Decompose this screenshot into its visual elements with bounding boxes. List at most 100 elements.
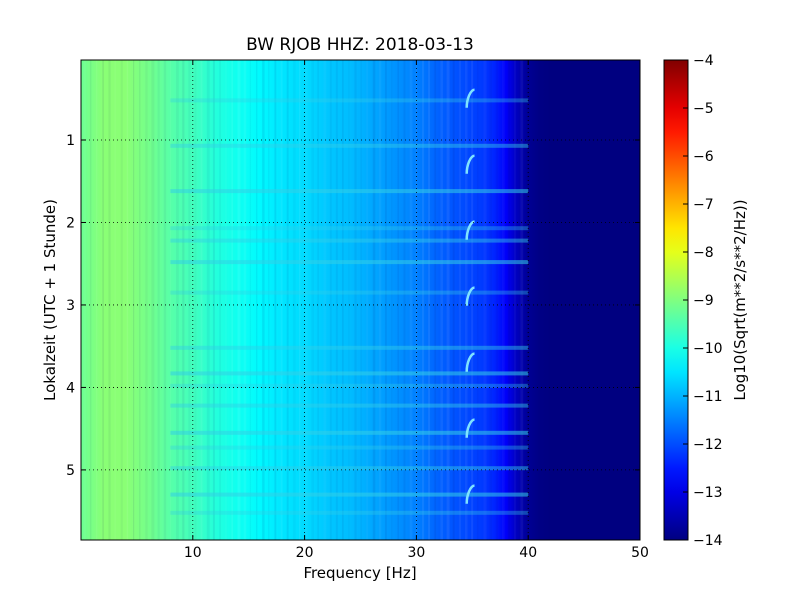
- y-tick-label: 2: [66, 215, 75, 231]
- spectral-stripe: [329, 60, 332, 540]
- noise-band: [170, 445, 529, 450]
- spectrogram-heatmap: [81, 60, 640, 540]
- spectral-stripe: [508, 60, 510, 540]
- noise-band: [170, 345, 529, 350]
- colorbar-label: Log10(Sqrt(m**2/s**2/Hz)): [731, 199, 749, 400]
- spectral-stripe: [409, 60, 413, 540]
- spectral-stripe: [317, 60, 319, 540]
- plot-frame: [80, 59, 641, 541]
- spectral-stripe: [176, 60, 179, 540]
- colorbar-tick-label: −4: [693, 53, 714, 69]
- spectral-stripe: [342, 60, 344, 540]
- x-axis-label: Frequency [Hz]: [303, 564, 416, 582]
- y-tick-label: 1: [66, 133, 75, 149]
- spectral-stripe: [121, 60, 123, 540]
- spectral-stripe: [489, 60, 492, 540]
- axis-ticks: 10 20 30 40 50 1 2 3 4 5: [66, 60, 649, 561]
- tonal-feature: [465, 352, 475, 372]
- spectral-stripe: [115, 60, 117, 540]
- spectral-stripe: [452, 60, 455, 540]
- noise-band: [170, 260, 529, 265]
- tonal-feature: [465, 484, 475, 504]
- spectral-stripes: [89, 60, 530, 540]
- spectral-stripe: [286, 60, 289, 540]
- tonal-feature: [465, 220, 475, 240]
- spectral-stripe: [422, 60, 424, 540]
- spectral-stripe: [96, 60, 98, 540]
- noise-band: [170, 238, 529, 243]
- colorbar-tick-label: −13: [693, 485, 723, 501]
- y-axis-label: Lokalzeit (UTC + 1 Stunde): [41, 199, 59, 401]
- spectral-stripe: [372, 60, 376, 540]
- spectral-stripe: [200, 60, 203, 540]
- noise-band: [170, 290, 529, 295]
- x-tick-label: 20: [296, 545, 314, 561]
- colorbar-tick-label: −9: [693, 293, 714, 309]
- spectral-stripe: [440, 60, 443, 540]
- spectral-stripe: [520, 60, 524, 540]
- tonal-feature: [465, 88, 475, 108]
- spectral-stripe: [446, 60, 450, 540]
- noise-band: [170, 492, 529, 497]
- spectral-stripe: [385, 60, 387, 540]
- y-tick-label: 3: [66, 298, 75, 314]
- x-tick-label: 10: [184, 545, 202, 561]
- spectral-stripe: [231, 60, 233, 540]
- spectral-stripe: [89, 60, 92, 540]
- spectral-stripe: [458, 60, 461, 540]
- spectral-stripe: [403, 60, 406, 540]
- noise-band: [170, 143, 529, 148]
- spectral-stripe: [151, 60, 155, 540]
- spectral-stripe: [212, 60, 215, 540]
- noise-band: [170, 371, 529, 376]
- spectral-stripe: [262, 60, 265, 540]
- spectral-stripe: [139, 60, 141, 540]
- colorbar-tick-label: −11: [693, 389, 723, 405]
- x-tick-label: 40: [519, 545, 537, 561]
- spectral-stripe: [268, 60, 270, 540]
- grid-lines: [81, 60, 640, 540]
- chart-title: BW RJOB HHZ: 2018-03-13: [246, 35, 474, 55]
- colorbar-tick-label: −12: [693, 437, 723, 453]
- spectral-stripe: [243, 60, 247, 540]
- tonal-features: [465, 88, 475, 504]
- colorbar-tick-label: −6: [693, 149, 714, 165]
- spectral-stripe: [188, 60, 191, 540]
- spectral-stripe: [133, 60, 135, 540]
- spectral-stripe: [428, 60, 430, 540]
- colorbar-tick-label: −14: [693, 533, 723, 549]
- spectral-stripe: [145, 60, 147, 540]
- spectral-stripe: [514, 60, 516, 540]
- spectral-stripe: [206, 60, 210, 540]
- spectral-stripe: [378, 60, 382, 540]
- spectral-stripe: [126, 60, 128, 540]
- spectral-stripe: [274, 60, 277, 540]
- tonal-feature: [465, 154, 475, 174]
- noise-band: [170, 430, 529, 435]
- spectral-stripe: [249, 60, 251, 540]
- spectral-stripe: [477, 60, 479, 540]
- colorbar-tick-label: −8: [693, 245, 714, 261]
- spectral-stripe: [102, 60, 104, 540]
- spectral-stripe: [219, 60, 221, 540]
- noise-band: [170, 403, 529, 408]
- noise-band: [170, 383, 529, 388]
- horizontal-noise-bands: [170, 98, 529, 515]
- tonal-feature: [465, 418, 475, 438]
- spectral-stripe: [299, 60, 301, 540]
- spectral-stripe: [169, 60, 172, 540]
- colorbar-tick-label: −7: [693, 197, 714, 213]
- spectral-stripe: [366, 60, 368, 540]
- colorbar-ticks: −4 −5 −6 −7 −8 −9 −10 −11 −12 −13 −14: [683, 53, 723, 549]
- spectral-stripe: [163, 60, 167, 540]
- spectral-stripe: [360, 60, 362, 540]
- noise-band: [170, 189, 529, 194]
- spectral-stripe: [471, 60, 474, 540]
- x-tick-label: 30: [407, 545, 425, 561]
- noise-band: [170, 226, 529, 231]
- spectral-stripe: [158, 60, 160, 540]
- x-tick-label: 50: [631, 545, 649, 561]
- spectral-stripe: [280, 60, 283, 540]
- y-tick-label: 5: [66, 463, 75, 479]
